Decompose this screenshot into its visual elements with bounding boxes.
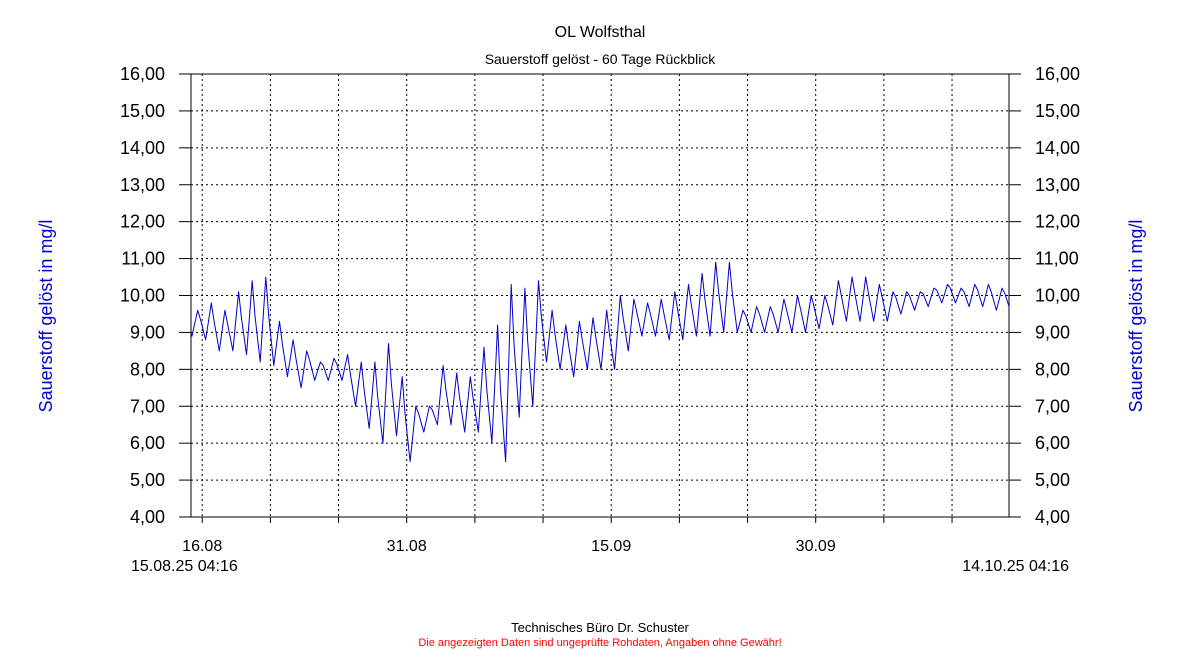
y-tick-label-left: 10,00 [120, 286, 165, 306]
y-tick-label-right: 12,00 [1035, 212, 1080, 232]
y-tick-label-right: 11,00 [1035, 249, 1079, 269]
y-tick-label-left: 6,00 [130, 433, 165, 453]
series-line-oxygen [190, 261, 1010, 463]
y-tick-label-right: 15,00 [1035, 101, 1080, 121]
y-axis-label-right: Sauerstoff gelöst in mg/l [1126, 220, 1146, 413]
x-end-label: 14.10.25 04:16 [962, 558, 1069, 575]
y-axis-right: 4,00 5,00 6,00 7,00 8,00 9,00 10,00 11,00 12,00 1… [1009, 64, 1080, 527]
y-tick-label-right: 13,00 [1035, 175, 1080, 195]
horizontal-gridlines [191, 110, 1009, 481]
y-tick-label-right: 4,00 [1035, 507, 1070, 527]
footer-disclaimer: Die angezeigten Daten sind ungeprüfte Ro… [418, 637, 781, 649]
y-tick-label-right: 5,00 [1035, 470, 1070, 490]
y-tick-label-right: 16,00 [1035, 64, 1080, 84]
footer-credit: Technisches Büro Dr. Schuster [511, 620, 689, 635]
y-tick-label-left: 9,00 [130, 322, 165, 342]
chart-subtitle: Sauerstoff gelöst - 60 Tage Rückblick [485, 51, 717, 67]
y-tick-label-right: 6,00 [1035, 433, 1070, 453]
y-tick-label-left: 13,00 [120, 175, 165, 195]
x-start-label: 15.08.25 04:16 [131, 558, 238, 575]
y-tick-label-left: 12,00 [120, 212, 165, 232]
y-tick-label-left: 7,00 [130, 396, 165, 416]
x-tick-label: 15.09 [591, 538, 631, 555]
x-tick-label: 31.08 [387, 538, 427, 555]
y-tick-label-left: 11,00 [121, 249, 165, 269]
y-tick-label-left: 5,00 [130, 470, 165, 490]
y-tick-label-right: 8,00 [1035, 359, 1070, 379]
x-tick-label: 30.09 [796, 538, 836, 555]
y-tick-label-left: 16,00 [120, 64, 165, 84]
y-tick-label-right: 9,00 [1035, 322, 1070, 342]
y-tick-label-right: 10,00 [1035, 286, 1080, 306]
y-tick-label-left: 15,00 [120, 101, 165, 121]
y-axis-label-left: Sauerstoff gelöst in mg/l [36, 220, 56, 413]
x-axis: 16.08 31.08 15.09 30.09 [182, 517, 953, 555]
y-axis-left: 4,00 5,00 6,00 7,00 8,00 9,00 10,00 11,00 12,00 1… [120, 64, 191, 527]
y-tick-label-right: 7,00 [1035, 396, 1070, 416]
chart-title: OL Wolfsthal [555, 24, 646, 41]
x-tick-label: 16.08 [182, 538, 222, 555]
y-tick-label-left: 8,00 [130, 359, 165, 379]
y-tick-label-right: 14,00 [1035, 138, 1080, 158]
y-tick-label-left: 4,00 [130, 507, 165, 527]
y-tick-label-left: 14,00 [120, 138, 165, 158]
